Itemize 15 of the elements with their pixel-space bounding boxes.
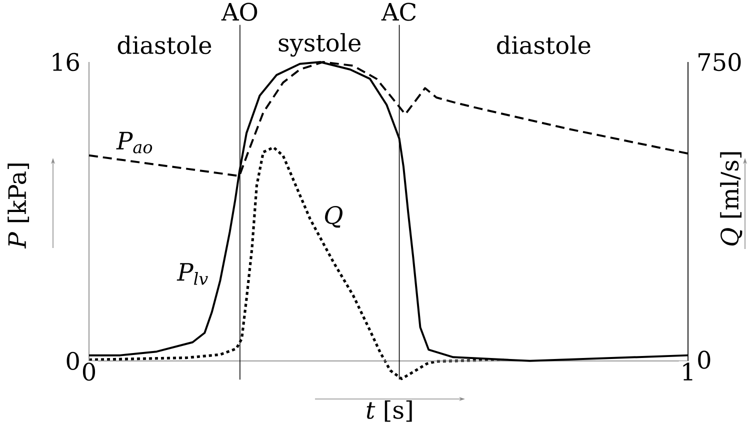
y2-axis-title: Q [ml/s] <box>720 152 742 246</box>
y-tick-label: 16 <box>52 52 79 72</box>
x-tick-label: 1 <box>683 362 692 380</box>
text: diastole <box>497 36 590 54</box>
text: systole <box>278 33 361 57</box>
series-label: Q <box>325 206 342 228</box>
y-axis-title: P [kPa] <box>8 164 30 249</box>
series-label: P$_{lv}$ <box>176 263 208 285</box>
ref-line-label: AO <box>221 2 258 21</box>
x-axis-title: t [s] <box>366 400 412 422</box>
ref-line-label: AC <box>381 2 416 21</box>
text: diastole <box>118 36 212 54</box>
y2-tick-label: 0 <box>698 350 710 369</box>
y2-tick-label: 750 <box>698 52 741 72</box>
series-label: P$_{ao}$ <box>116 132 152 154</box>
